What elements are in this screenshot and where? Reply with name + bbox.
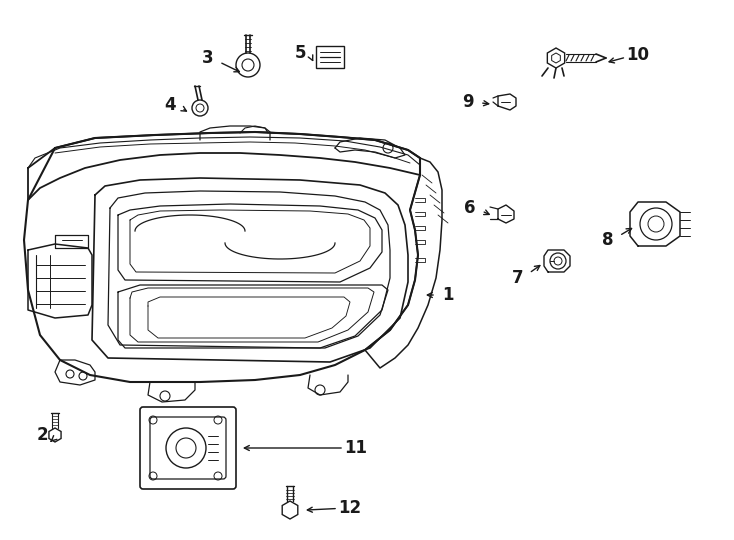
Text: 4: 4	[164, 96, 176, 114]
Text: 11: 11	[344, 439, 368, 457]
Bar	[316, 46, 344, 68]
Text: 6: 6	[464, 199, 476, 217]
Text: 7: 7	[512, 269, 524, 287]
Text: 1: 1	[443, 286, 454, 304]
Text: 3: 3	[202, 49, 214, 67]
Text: 10: 10	[627, 46, 650, 64]
Text: 2: 2	[36, 426, 48, 444]
Text: 12: 12	[338, 499, 362, 517]
Text: 5: 5	[294, 44, 306, 62]
Text: 8: 8	[603, 231, 614, 249]
Text: 9: 9	[462, 93, 474, 111]
